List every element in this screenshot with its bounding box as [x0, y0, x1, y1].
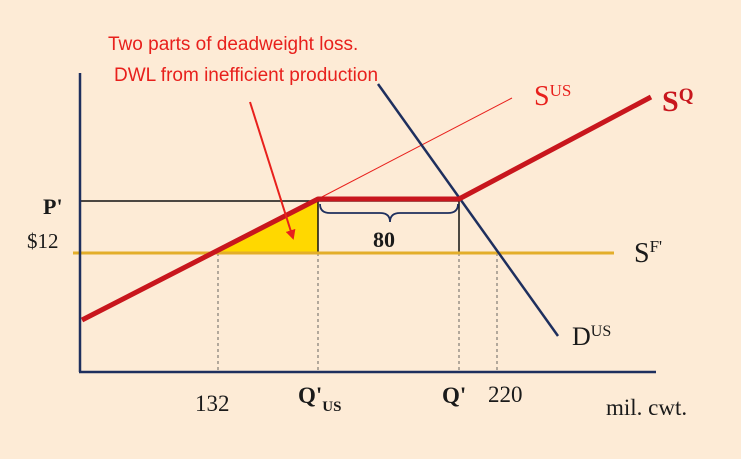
s-quota-label: SQ	[662, 85, 693, 118]
s-us-label: SUS	[534, 81, 571, 112]
guide-lines	[217, 199, 498, 372]
y-label-p-prime: P'	[43, 194, 63, 219]
domestic-supply-line	[317, 97, 513, 200]
gap-label: 80	[373, 227, 395, 252]
y-label-12: $12	[27, 229, 59, 253]
annotation-line-1: Two parts of deadweight loss.	[108, 34, 358, 55]
x-axis-units: mil. cwt.	[606, 395, 687, 420]
demand-line	[376, 83, 560, 337]
d-us-label: DUS	[572, 322, 611, 351]
annotation-arrow	[249, 101, 296, 240]
annotation-line-2: DWL from inefficient production	[114, 65, 378, 86]
gap-brace	[319, 203, 459, 223]
s-world-label: SF'	[634, 237, 662, 269]
x-label-q-us-prime: Q'US	[298, 383, 341, 415]
x-label-q-prime: Q'	[442, 383, 466, 408]
quota-supply-line	[80, 94, 653, 323]
x-label-220: 220	[488, 382, 523, 407]
x-label-132: 132	[195, 391, 230, 416]
